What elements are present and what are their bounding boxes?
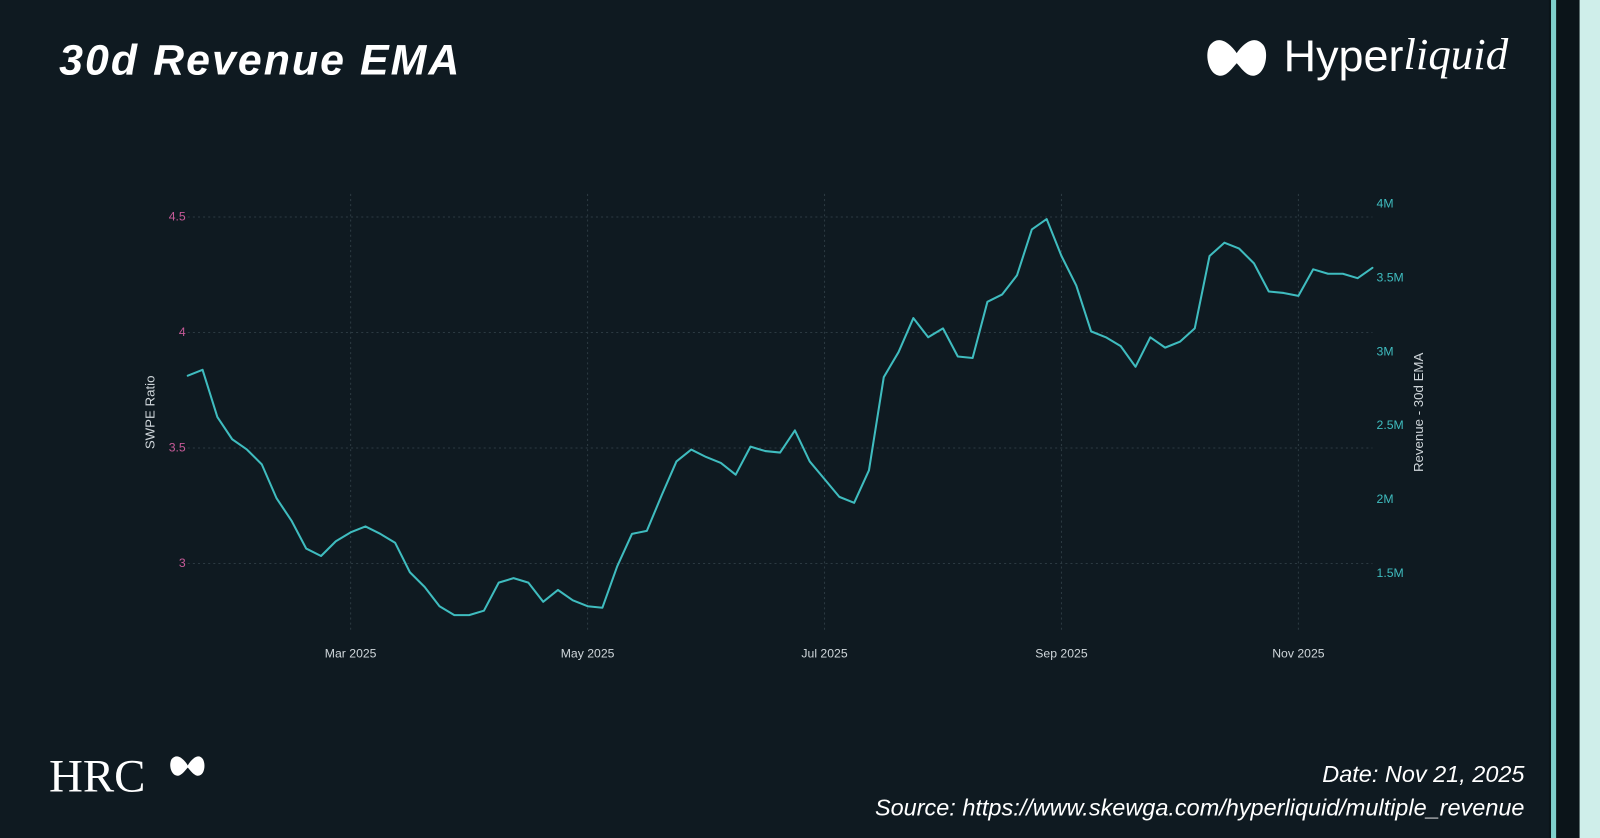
- date: Date: Nov 21, 2025: [1322, 761, 1525, 787]
- y2-tick-label: 4M: [1377, 197, 1394, 211]
- x-tick-label: Sep 2025: [1035, 647, 1088, 661]
- footer-logo: [170, 756, 205, 776]
- brand-regular: Hyper: [1284, 30, 1404, 81]
- x-tick-label: Mar 2025: [325, 647, 377, 661]
- y2-tick-label: 1.5M: [1377, 566, 1404, 580]
- brand-logo: Hyperliquid: [1207, 29, 1509, 81]
- x-tick-label: Nov 2025: [1272, 647, 1325, 661]
- y-axis-label: SWPE Ratio: [143, 376, 158, 450]
- side-stripe: [1579, 0, 1600, 838]
- footer-brand: HRC: [49, 751, 146, 803]
- y-tick-label: 4: [179, 325, 186, 339]
- y2-tick-label: 3.5M: [1377, 270, 1404, 284]
- y-tick-label: 4.5: [169, 209, 186, 223]
- brand-italic: liquid: [1403, 29, 1508, 79]
- y2-axis-label: Revenue - 30d EMA: [1411, 353, 1426, 472]
- y-tick-label: 3: [179, 556, 186, 570]
- logo-mark: [1207, 40, 1267, 76]
- y2-tick-label: 3M: [1377, 344, 1394, 358]
- x-tick-label: Jul 2025: [801, 647, 847, 661]
- brand-name: Hyperliquid: [1284, 29, 1509, 81]
- x-tick-label: May 2025: [561, 647, 615, 661]
- chart-title: 30d Revenue EMA: [59, 37, 461, 85]
- y2-tick-label: 2M: [1377, 492, 1394, 506]
- y-tick-label: 3.5: [169, 440, 186, 454]
- data-line: [186, 218, 1374, 617]
- y2-tick-label: 2.5M: [1377, 418, 1404, 432]
- side-stripe: [1551, 0, 1557, 838]
- source: Source: https://www.skewga.com/hyperliqu…: [875, 795, 1525, 821]
